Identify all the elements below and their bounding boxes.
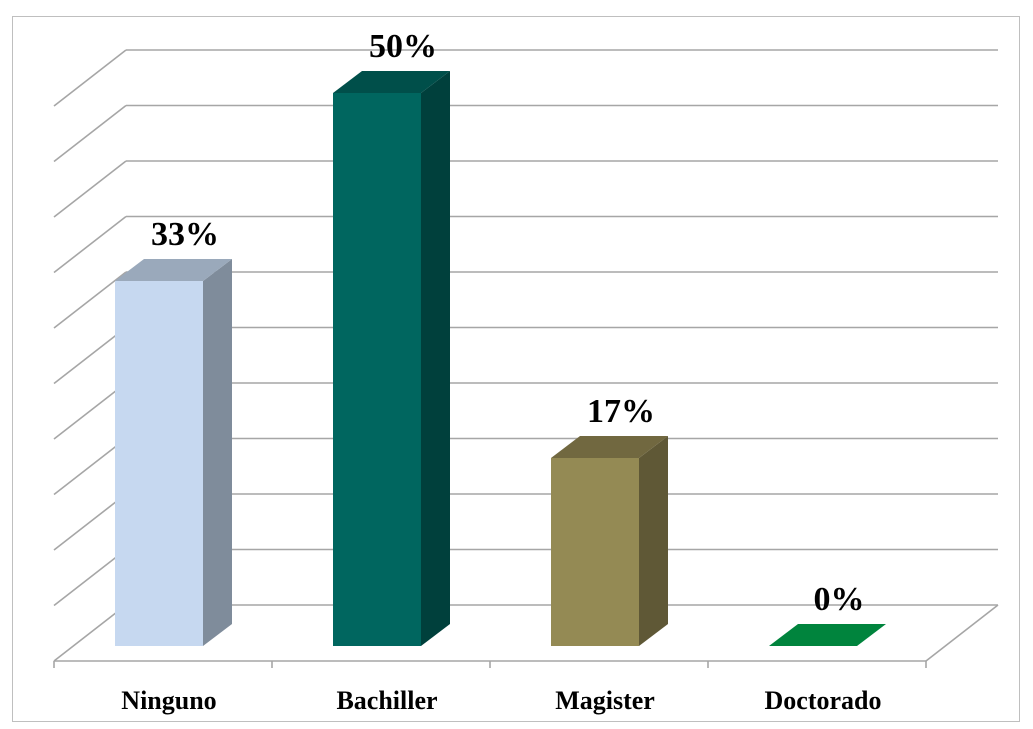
bar-top	[333, 71, 450, 93]
category-labels: Ninguno Bachiller Magister Doctorado	[121, 686, 881, 715]
gridlines	[53, 49, 999, 668]
gridline-side	[53, 326, 127, 385]
bar-top	[115, 259, 232, 282]
category-label-magister: Magister	[555, 686, 655, 715]
gridline-side	[53, 271, 127, 329]
bar-doctorado	[769, 624, 886, 646]
gridline-side	[53, 437, 127, 496]
bar-top	[769, 624, 886, 646]
gridline-side	[53, 493, 127, 551]
gridline-side	[53, 160, 127, 218]
bar-side	[203, 259, 232, 646]
gridline-side	[53, 548, 127, 607]
bar-front	[115, 281, 203, 646]
bar-ninguno	[115, 259, 232, 646]
floor-right-edge	[925, 604, 999, 662]
category-label-doctorado: Doctorado	[765, 686, 882, 715]
category-label-bachiller: Bachiller	[336, 686, 437, 715]
bar-front	[551, 457, 639, 646]
bar-bachiller	[333, 71, 450, 646]
bar-side	[421, 71, 450, 646]
bars	[115, 71, 886, 646]
bar-front	[333, 93, 421, 646]
data-label-magister: 17%	[587, 393, 655, 430]
gridline-side	[53, 215, 127, 274]
gridline-side	[53, 604, 127, 662]
gridline-side	[53, 49, 127, 107]
category-label-ninguno: Ninguno	[121, 686, 216, 715]
bar-top	[551, 435, 668, 458]
gridline-side	[53, 104, 127, 163]
data-label-bachiller: 50%	[369, 28, 437, 65]
data-label-ninguno: 33%	[151, 216, 219, 253]
data-labels: 33% 50% 17% 0%	[151, 28, 865, 618]
bar-magister	[551, 435, 668, 646]
bar-side	[639, 435, 668, 646]
data-label-doctorado: 0%	[814, 581, 865, 618]
gridline-side	[53, 382, 127, 440]
